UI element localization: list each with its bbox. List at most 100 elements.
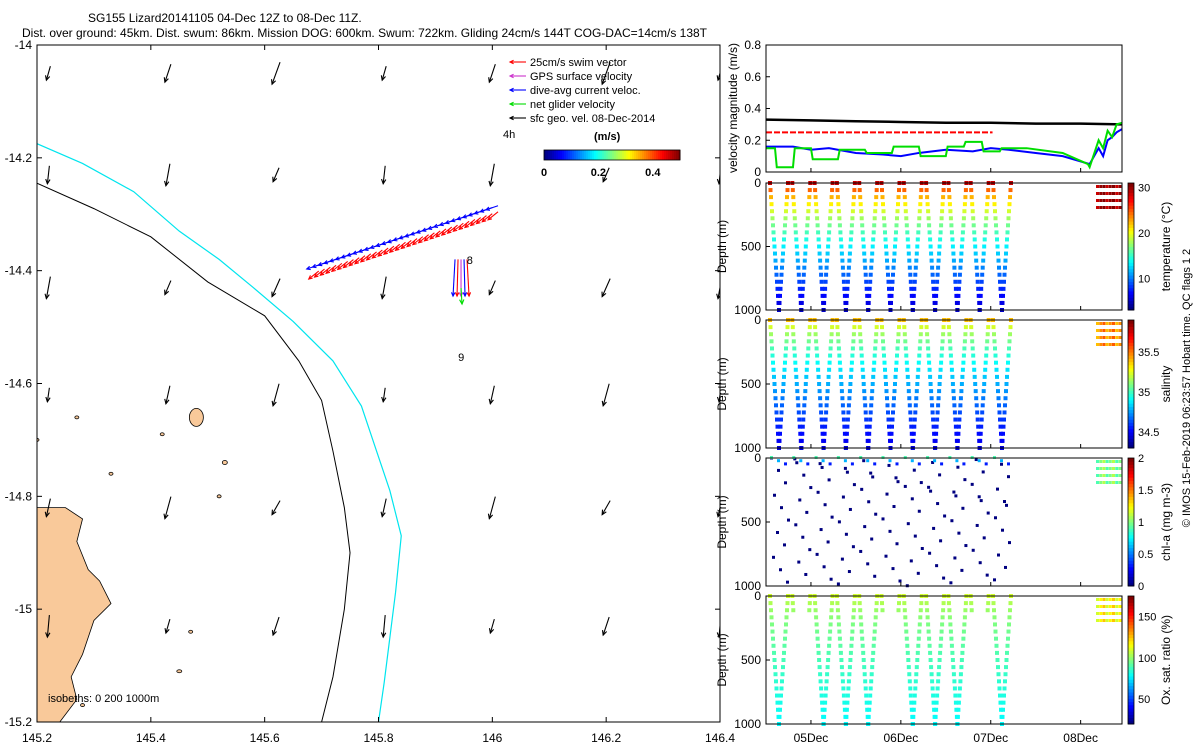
profile-sample (985, 339, 989, 343)
depth-colorbar-cell (1128, 368, 1134, 372)
sfc-velocity-arrow (46, 166, 50, 184)
profile-sample (1005, 375, 1009, 379)
profile-sample (973, 237, 977, 241)
profile-sample (914, 403, 918, 407)
profile-sample (851, 615, 855, 619)
late-profile-sample (1106, 206, 1109, 209)
profile-sample (995, 368, 999, 372)
late-profile-sample (1109, 206, 1112, 209)
profile-sample (960, 651, 964, 655)
profile-sample (925, 325, 929, 329)
sfc-velocity-arrow (489, 164, 494, 186)
late-profile-sample (1118, 329, 1121, 332)
profile-sample (824, 694, 828, 698)
sfc-velocity-arrow (165, 386, 170, 404)
profile-sample (916, 237, 920, 241)
profile-sample (824, 410, 828, 414)
profile-sample (774, 403, 778, 407)
profile-sample (808, 188, 812, 192)
profile-sample (817, 237, 821, 241)
profile-sample (912, 294, 916, 298)
late-profile-sample (1115, 605, 1118, 608)
profile-sample (1001, 708, 1005, 712)
velocity-series-line (766, 123, 1122, 167)
profile-sample (973, 382, 977, 386)
profile-sample (830, 601, 834, 605)
profile-sample (897, 195, 901, 199)
profile-sample (791, 195, 795, 199)
profile-sample (797, 280, 801, 284)
profile-sample (928, 237, 932, 241)
profile-sample (791, 188, 795, 192)
late-profile-sample (1106, 460, 1109, 463)
profile-sample (779, 694, 783, 698)
depth-panel-salinity: 05001000Depth (m)34.53535.5salinity (715, 313, 1173, 455)
depth-colorbar-cell (1128, 422, 1134, 426)
profile-sample (779, 701, 783, 705)
depth-colorbar-cell (1128, 183, 1134, 187)
depth-colorbar-tick-label: 20 (1138, 228, 1150, 240)
chla-sample (776, 531, 779, 534)
late-profile-sample (1115, 598, 1118, 601)
profile-sample (852, 325, 856, 329)
chla-sample (862, 459, 865, 462)
late-profile-sample (1099, 322, 1102, 325)
depth-colorbar-cell (1128, 503, 1134, 507)
profile-sample (859, 346, 863, 350)
profile-sample (958, 403, 962, 407)
profile-sample (872, 637, 876, 641)
profile-sample (917, 354, 921, 358)
late-profile-sample (1109, 199, 1112, 202)
late-profile-sample (1118, 199, 1121, 202)
profile-sample (937, 252, 941, 256)
profile-sample (940, 346, 944, 350)
profile-sample (1006, 644, 1010, 648)
profile-sample (782, 658, 786, 662)
profile-sample (925, 195, 929, 199)
chla-sample (910, 559, 913, 562)
profile-sample (795, 382, 799, 386)
profile-sample (882, 216, 886, 220)
late-profile-sample (1096, 612, 1099, 615)
profile-sample (881, 195, 885, 199)
late-profile-sample (1099, 192, 1102, 195)
profile-sample (885, 396, 889, 400)
profile-sample (1001, 715, 1005, 719)
profile-sample (971, 354, 975, 358)
profile-sample (881, 608, 885, 612)
depth-colorbar-label: temperature (°C) (1159, 202, 1173, 292)
depth-colorbar-cell (1128, 644, 1134, 648)
profile-sample (800, 439, 804, 443)
depth-colorbar-cell (1128, 461, 1134, 465)
late-profile-sample (1106, 605, 1109, 608)
late-profile-sample (1106, 467, 1109, 470)
profile-sample (814, 339, 818, 343)
depth-colorbar-tick-label: 1 (1138, 517, 1144, 529)
depth-colorbar-cell (1128, 275, 1134, 279)
profile-sample (817, 658, 821, 662)
profile-sample (836, 195, 840, 199)
profile-sample (903, 332, 907, 336)
profile-sample (964, 325, 968, 329)
chla-sample (886, 493, 889, 496)
profile-sample (931, 418, 935, 422)
profile-sample (935, 280, 939, 284)
depth-colorbar-cell (1128, 519, 1134, 523)
chla-sample (777, 469, 780, 472)
profile-sample (803, 389, 807, 393)
late-profile-sample (1118, 612, 1121, 615)
profile-sample (801, 287, 805, 291)
profile-sample (927, 216, 931, 220)
profile-sample (870, 252, 874, 256)
profile-sample (1002, 418, 1006, 422)
profile-sample (825, 672, 829, 676)
late-profile-sample (1118, 192, 1121, 195)
sfc-velocity-arrow (381, 277, 386, 299)
profile-sample (916, 230, 920, 234)
profile-sample (904, 354, 908, 358)
profile-sample (913, 686, 917, 690)
chla-sample (845, 533, 848, 536)
chla-sample (786, 581, 789, 584)
profile-sample (952, 679, 956, 683)
profile-sample (875, 188, 879, 192)
